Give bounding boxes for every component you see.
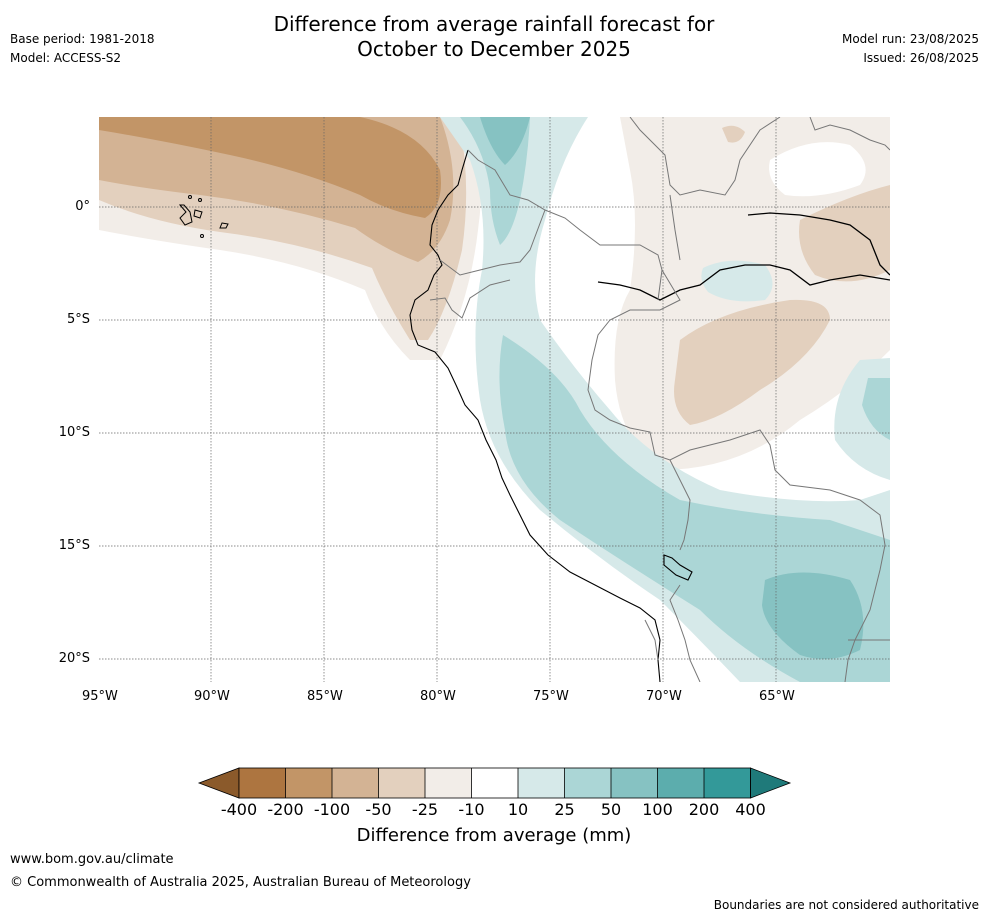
wet-region-50-north [480, 117, 530, 165]
colorbar-bin-9 [611, 768, 658, 798]
colorbar-bin-11 [704, 768, 751, 798]
coastline-river [747, 212, 890, 276]
colorbar-bin-5 [425, 768, 472, 798]
colorbar-tick: -50 [365, 800, 392, 819]
model-run: Model run: 23/08/2025 [841, 32, 979, 46]
colorbar [197, 767, 792, 799]
model-name: Model: ACCESS-S2 [10, 51, 122, 65]
colorbar-max-arrow [750, 767, 792, 799]
dry-region-east-25 [674, 299, 830, 425]
dry-region-east-small [722, 125, 745, 143]
colorbar-bin-2 [285, 768, 332, 798]
lat-label-5s: 5°S [66, 312, 90, 327]
galapagos-islands [178, 195, 229, 238]
website-link[interactable]: www.bom.gov.au/climate [10, 852, 174, 867]
colorbar-dividers [285, 768, 705, 798]
colorbar-tick: -100 [313, 800, 351, 819]
colorbar-min-arrow [197, 767, 240, 799]
colorbar-tick: 10 [507, 800, 529, 819]
colorbar-bin-3 [332, 768, 379, 798]
colorbar-tick: -400 [220, 800, 258, 819]
coastline-west [409, 149, 661, 682]
colorbar-bin-4 [378, 768, 425, 798]
lon-label-95w: 95°W [82, 689, 118, 704]
boundary-disclaimer: Boundaries are not considered authoritat… [713, 898, 979, 912]
colorbar-title: Difference from average (mm) [356, 825, 632, 846]
meta-right: Model run: 23/08/2025 Issued: 26/08/2025 [842, 30, 979, 68]
colorbar-tick: 25 [554, 800, 575, 819]
colorbar-tick: -25 [411, 800, 439, 819]
lon-label-65w: 65°W [759, 689, 795, 704]
lon-label-70w: 70°W [646, 689, 682, 704]
map-title: Difference from average rainfall forecas… [0, 12, 988, 62]
colorbar-tick: 400 [735, 800, 766, 819]
colorbar-tick: 200 [688, 800, 720, 819]
map-area [99, 117, 890, 682]
lon-label-85w: 85°W [307, 689, 343, 704]
title-line-1: Difference from average rainfall forecas… [273, 12, 715, 36]
dry-region-east-25b [799, 185, 890, 282]
lat-label-10s: 10°S [58, 425, 90, 440]
lake-titicaca [663, 554, 693, 581]
colorbar-bin-6 [471, 768, 518, 798]
colorbar-tick: 50 [600, 800, 622, 819]
colorbar-bin-1 [239, 768, 286, 798]
colorbar-tick: 100 [642, 800, 673, 819]
meta-left: Base period: 1981-2018 Model: ACCESS-S2 [10, 30, 155, 68]
white-hole-east [769, 142, 866, 197]
colorbar-tick: -200 [267, 800, 304, 819]
lon-label-80w: 80°W [420, 689, 456, 704]
lon-label-75w: 75°W [533, 689, 569, 704]
colorbar-bin-8 [564, 768, 611, 798]
base-period: Base period: 1981-2018 [10, 32, 155, 46]
coastline-amazon [597, 264, 890, 301]
issued-date: Issued: 26/08/2025 [863, 51, 979, 65]
wet-region-25-east [862, 378, 890, 440]
lat-label-20s: 20°S [58, 651, 90, 666]
wet-region-50-south [762, 572, 864, 659]
lon-label-90w: 90°W [194, 689, 230, 704]
colorbar-tick: -10 [458, 800, 485, 819]
colorbar-outline [238, 767, 751, 799]
copyright-notice: © Commonwealth of Australia 2025, Austra… [10, 875, 471, 890]
lat-label-15s: 15°S [58, 538, 90, 553]
country-borders [429, 117, 890, 682]
dry-region-100 [99, 117, 441, 218]
lat-label-0: 0° [75, 199, 90, 214]
title-line-2: October to December 2025 [357, 37, 631, 61]
colorbar-bin-7 [518, 768, 565, 798]
colorbar-bin-10 [657, 768, 704, 798]
